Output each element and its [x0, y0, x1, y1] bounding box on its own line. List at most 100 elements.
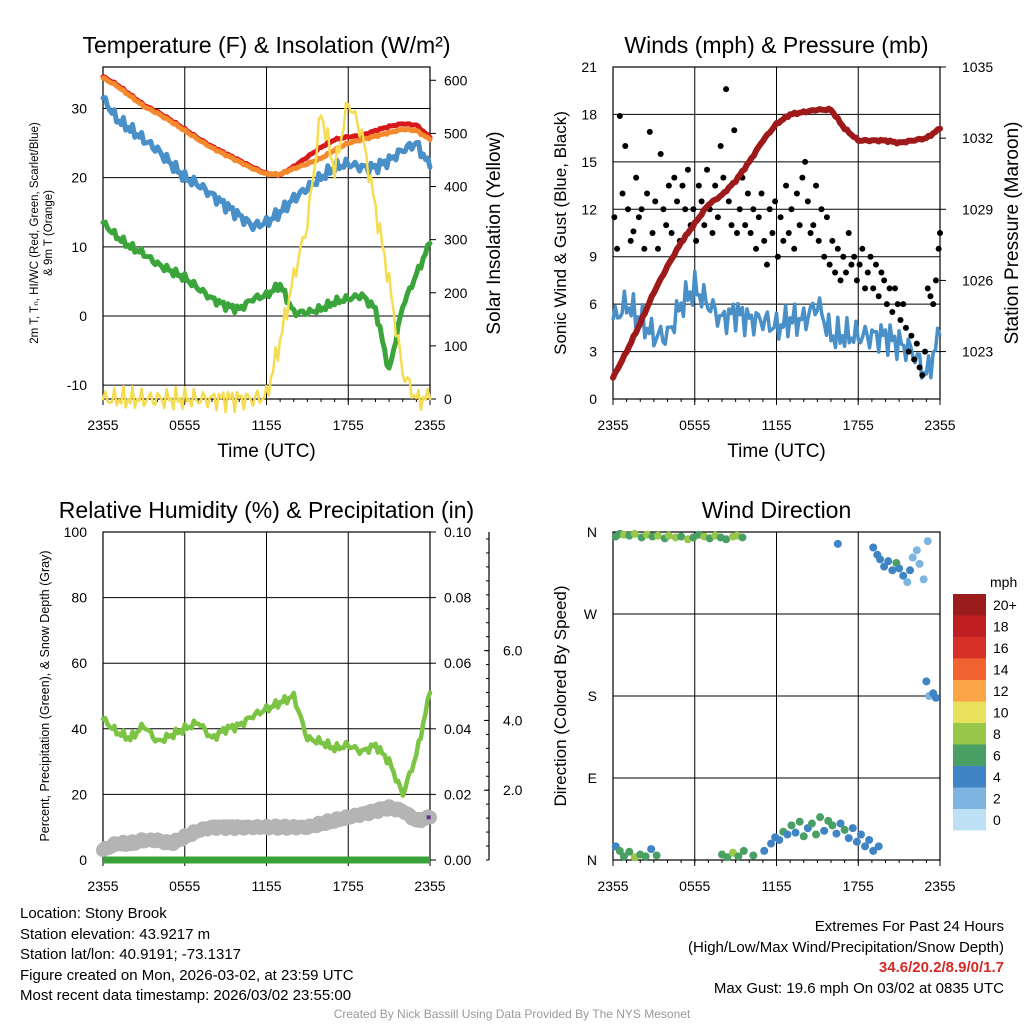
direction-y-tick-label: N	[587, 852, 597, 868]
gust-point	[657, 150, 664, 157]
direction-point	[833, 539, 842, 548]
temperature-x-tick-label: 1755	[333, 417, 364, 433]
direction-point	[908, 553, 917, 562]
direction-point	[844, 834, 853, 843]
gust-point	[698, 198, 705, 205]
pressure-y-tick-label: 1032	[962, 130, 993, 146]
direction-x-tick-label: 2355	[597, 878, 628, 894]
snow-axis-tick-label: 6.0	[503, 643, 523, 659]
gust-point	[856, 261, 863, 268]
temperature-y-tick-label: 10	[71, 239, 87, 255]
gust-point	[736, 206, 743, 213]
gust-point	[693, 237, 700, 244]
gust-point	[753, 245, 760, 252]
speed-legend-label: 6	[993, 748, 1001, 764]
gust-point	[908, 332, 915, 339]
gust-point	[717, 143, 724, 150]
gust-point	[930, 301, 937, 308]
gust-point	[823, 214, 830, 221]
direction-point	[869, 543, 878, 552]
gust-point	[690, 206, 697, 213]
gust-point	[924, 285, 931, 292]
gust-point	[777, 214, 784, 221]
gust-point	[704, 166, 711, 173]
pressure-y-tick-label: 1035	[962, 59, 993, 75]
speed-legend-title: mph	[990, 574, 1017, 590]
gust-point	[682, 206, 689, 213]
gust-point	[728, 222, 735, 229]
gust-point	[646, 128, 653, 135]
credit-line: Created By Nick Bassill Using Data Provi…	[333, 1007, 691, 1021]
direction-point	[647, 845, 656, 854]
speed-legend-label: 20+	[993, 597, 1017, 613]
insolation-y-tick-label: 100	[444, 338, 468, 354]
gust-point	[611, 214, 618, 221]
direction-point	[852, 837, 861, 846]
gust-point	[834, 245, 841, 252]
speed-legend-label: 16	[993, 640, 1009, 656]
winds-x-tick-label: 2355	[597, 417, 628, 433]
direction-point	[767, 839, 776, 848]
extremes-summary: Extremes For Past 24 Hours (High/Low/Max…	[688, 917, 1004, 999]
gust-point	[654, 245, 661, 252]
direction-point	[677, 532, 686, 541]
most-recent-timestamp: Most recent data timestamp: 2026/03/02 2…	[20, 987, 352, 1004]
gust-point	[644, 190, 651, 197]
direction-point	[807, 819, 816, 828]
winds-ylabel: Sonic Wind & Gust (Blue, Black)	[551, 111, 570, 355]
gust-point	[720, 174, 727, 181]
gust-point	[772, 198, 779, 205]
direction-point	[880, 562, 889, 571]
gust-point	[763, 261, 770, 268]
pressure-y-tick-label: 1029	[962, 201, 993, 217]
direction-point	[625, 847, 634, 856]
direction-point	[641, 852, 650, 861]
gust-point	[840, 253, 847, 260]
gust-point	[902, 324, 909, 331]
gust-point	[744, 190, 751, 197]
winds-y-tick-label: 18	[581, 106, 597, 122]
speed-legend-swatch	[953, 637, 986, 659]
gust-point	[709, 230, 716, 236]
winds-title: Winds (mph) & Pressure (mb)	[624, 32, 928, 58]
speed-legend-label: 10	[993, 705, 1009, 721]
gust-point	[627, 237, 634, 244]
temperature-ylabel-2: & 9m T (Orange)	[43, 190, 55, 276]
winds-y-tick-label: 3	[589, 344, 597, 360]
snow-axis-tick-label: 2.0	[503, 782, 523, 798]
temperature-y-tick-label: 20	[71, 170, 87, 186]
speed-legend-swatch	[953, 658, 986, 680]
direction-point	[848, 824, 857, 833]
gust-point	[769, 230, 776, 236]
temperature-xlabel: Time (UTC)	[217, 441, 316, 462]
speed-legend-swatch	[953, 615, 986, 637]
gust-point	[900, 301, 907, 308]
winds-x-tick-label: 0555	[679, 417, 710, 433]
gust-point	[747, 230, 754, 236]
winds-panel: 2355 0555 1155 1755 235503691215182110231026…	[581, 59, 993, 433]
gust-point	[793, 190, 800, 197]
speed-legend-swatch	[953, 744, 986, 766]
winds-y-tick-label: 21	[581, 59, 597, 75]
gust-point	[663, 222, 670, 229]
speed-legend-label: 12	[993, 683, 1009, 699]
direction-point	[906, 566, 915, 575]
gust-point	[883, 301, 890, 308]
gust-point	[641, 245, 648, 252]
speed-legend-label: 8	[993, 726, 1001, 742]
pressure-y-tick-label: 1026	[962, 272, 993, 288]
gust-point	[864, 269, 871, 276]
gust-point	[624, 206, 631, 213]
gust-point	[919, 372, 926, 379]
gust-point	[761, 237, 768, 244]
temperature-ylabel: 2m T, Tₙ, HI/WC (Red, Green, Scarlet/Blu…	[29, 122, 41, 344]
direction-point	[861, 842, 870, 851]
extremes-subtitle: (High/Low/Max Wind/Precipitation/Snow De…	[688, 938, 1004, 956]
direction-point	[899, 571, 908, 580]
speed-legend-swatch	[953, 594, 986, 616]
humidity-panel: 2355 0555 1155 1755 23550204060801000.000.02…	[64, 524, 523, 894]
direction-point	[799, 832, 808, 841]
direction-point	[619, 852, 628, 861]
gust-point	[913, 340, 920, 347]
